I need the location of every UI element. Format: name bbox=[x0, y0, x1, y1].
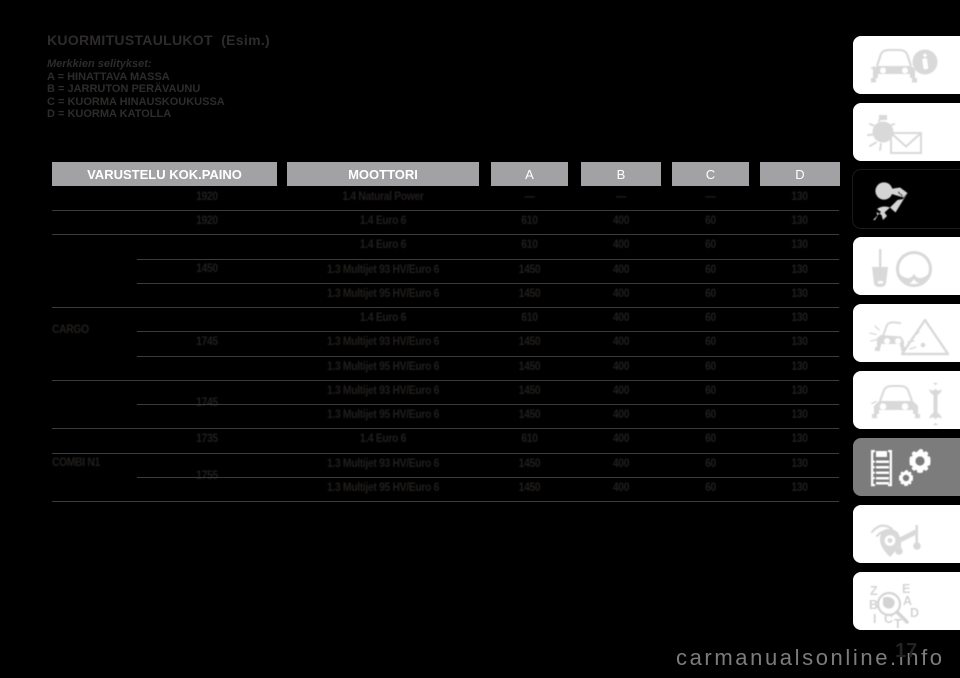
svg-text:T: T bbox=[894, 617, 902, 628]
svg-text:D: D bbox=[910, 606, 919, 620]
svg-text:B: B bbox=[869, 598, 878, 612]
svg-text:Z: Z bbox=[870, 584, 878, 598]
svg-text:I: I bbox=[873, 612, 876, 626]
